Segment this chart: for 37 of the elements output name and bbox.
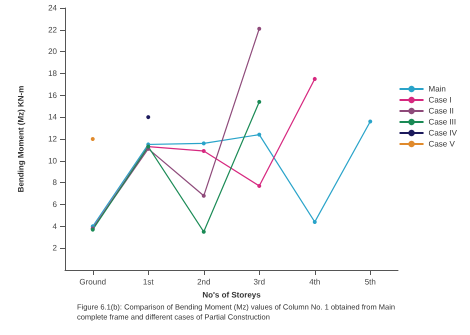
y-tick-label: 16 xyxy=(48,90,58,100)
x-axis-title: No's of Storeys xyxy=(202,290,262,300)
point xyxy=(368,120,372,124)
y-tick-label: 6 xyxy=(52,200,58,209)
legend-label: Case I xyxy=(428,96,452,104)
x-tick-label: 4th xyxy=(309,278,320,286)
legend-label: Main xyxy=(428,84,446,94)
y-tick-label: 2 xyxy=(52,244,58,253)
y-tick-label: 20 xyxy=(48,47,58,56)
legend-label: Case IV xyxy=(428,128,458,138)
point xyxy=(312,220,317,224)
y-tick-label: 18 xyxy=(48,69,58,78)
point xyxy=(257,184,262,188)
y-tick-label: 4 xyxy=(52,222,58,231)
y-tick-label: 12 xyxy=(48,134,58,144)
point xyxy=(202,194,206,198)
legend-label: Case II xyxy=(428,106,454,116)
x-tick-label: 1st xyxy=(142,278,154,286)
x-tick-label: 5th xyxy=(364,278,376,286)
y-axis-title: Bending Moment (Mz) KN-m xyxy=(16,86,26,192)
legend-label: Case V xyxy=(428,140,456,148)
x-tick-label: 3rd xyxy=(253,278,266,286)
point xyxy=(257,26,262,31)
legend-label: Case III xyxy=(428,118,456,126)
point xyxy=(257,132,262,137)
x-tick-label: Ground xyxy=(79,278,106,286)
y-tick-label: 22 xyxy=(48,25,58,34)
point xyxy=(202,230,206,234)
point xyxy=(202,149,206,154)
point xyxy=(257,100,262,104)
point xyxy=(202,141,206,146)
x-tick-label: 2nd xyxy=(197,278,210,286)
point xyxy=(312,76,317,81)
y-tick-label: 24 xyxy=(48,4,58,12)
y-tick-label: 10 xyxy=(48,156,58,166)
y-tick-label: 14 xyxy=(48,112,58,122)
y-tick-label: 8 xyxy=(52,178,58,188)
